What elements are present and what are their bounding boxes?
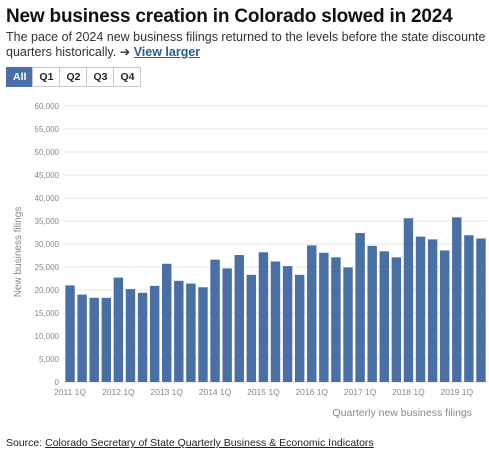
x-tick-label: 2013 1Q: [150, 387, 183, 397]
bar: [125, 289, 136, 382]
y-tick-label: 20,000: [35, 286, 60, 295]
bar: [186, 283, 196, 382]
y-tick-label: 35,000: [35, 217, 60, 226]
bar: [307, 245, 317, 382]
bar: [113, 277, 124, 382]
x-axis-label: Quarterly new business filings: [333, 407, 472, 419]
y-axis-label: New business filings: [13, 207, 24, 298]
subtitle-line-1: The pace of 2024 new business filings re…: [6, 30, 486, 44]
x-tick-label: 2016 1Q: [295, 387, 328, 397]
y-tick-label: 55,000: [35, 125, 60, 134]
bar: [258, 252, 269, 382]
bar-chart: 0 5,000 10,000 15,000 20,000 25,000 30,000 35,0…: [13, 102, 487, 419]
source-link[interactable]: Colorado Secretary of State Quarterly Bu…: [45, 437, 374, 449]
bar: [415, 236, 426, 382]
y-tick-label: 0: [55, 378, 60, 387]
bar: [222, 268, 232, 382]
bar: [343, 267, 353, 382]
y-tick-label: 45,000: [35, 171, 60, 180]
source-prefix: Source:: [6, 437, 43, 449]
source-note: Source: Colorado Secretary of State Quar…: [6, 437, 374, 449]
y-tick-label: 25,000: [35, 263, 60, 272]
x-tick-label: 2014 1Q: [199, 387, 232, 397]
bar: [89, 297, 99, 382]
tab-q2[interactable]: Q2: [59, 67, 88, 87]
y-tick-label: 60,000: [35, 102, 60, 111]
bar: [149, 285, 160, 382]
bar: [198, 287, 208, 382]
subtitle-line-2: quarters historically.: [6, 45, 117, 59]
x-tick-label: 2015 1Q: [247, 387, 280, 397]
x-tick-label: 2012 1Q: [102, 387, 135, 397]
bar: [210, 259, 220, 382]
tab-all[interactable]: All: [6, 67, 34, 87]
bar: [174, 280, 184, 382]
x-tick-label: 2019 1Q: [440, 387, 473, 397]
x-tick-label: 2011 1Q: [54, 387, 86, 397]
bar: [270, 261, 281, 382]
tab-q3[interactable]: Q3: [86, 67, 115, 87]
arrow-icon: ➔: [119, 45, 131, 59]
y-tick-label: 30,000: [35, 240, 60, 249]
bar: [331, 257, 341, 382]
y-tick-label: 15,000: [35, 309, 60, 318]
tab-q4[interactable]: Q4: [113, 67, 142, 87]
bar: [319, 252, 329, 382]
bar: [379, 251, 389, 382]
bar: [234, 255, 244, 382]
bar: [367, 245, 377, 382]
bar: [391, 257, 402, 382]
bar: [427, 239, 438, 382]
chart-title: New business creation in Colorado slowed…: [6, 6, 453, 27]
bar: [77, 294, 87, 382]
bar: [403, 218, 414, 382]
bar: [246, 274, 257, 382]
bar: [65, 285, 75, 382]
quarter-filter-tabs: All Q1 Q2 Q3 Q4: [6, 67, 142, 87]
bar: [282, 266, 293, 382]
tab-q1[interactable]: Q1: [32, 67, 61, 87]
bar: [101, 297, 112, 382]
y-tick-label: 50,000: [35, 148, 60, 157]
bar: [476, 238, 486, 382]
x-tick-label: 2018 1Q: [392, 387, 425, 397]
bar: [162, 263, 172, 382]
y-tick-label: 5,000: [39, 355, 60, 364]
bar: [439, 250, 450, 382]
chart-subtitle: The pace of 2024 new business filings re…: [6, 30, 486, 60]
x-tick-label: 2017 1Q: [344, 387, 377, 397]
bar: [452, 217, 462, 382]
y-tick-label: 40,000: [35, 194, 60, 203]
view-larger-link[interactable]: View larger: [133, 45, 201, 59]
bar: [355, 232, 365, 382]
bar: [294, 274, 305, 382]
bar: [464, 235, 474, 382]
bar: [137, 292, 148, 382]
y-tick-label: 10,000: [35, 332, 60, 341]
